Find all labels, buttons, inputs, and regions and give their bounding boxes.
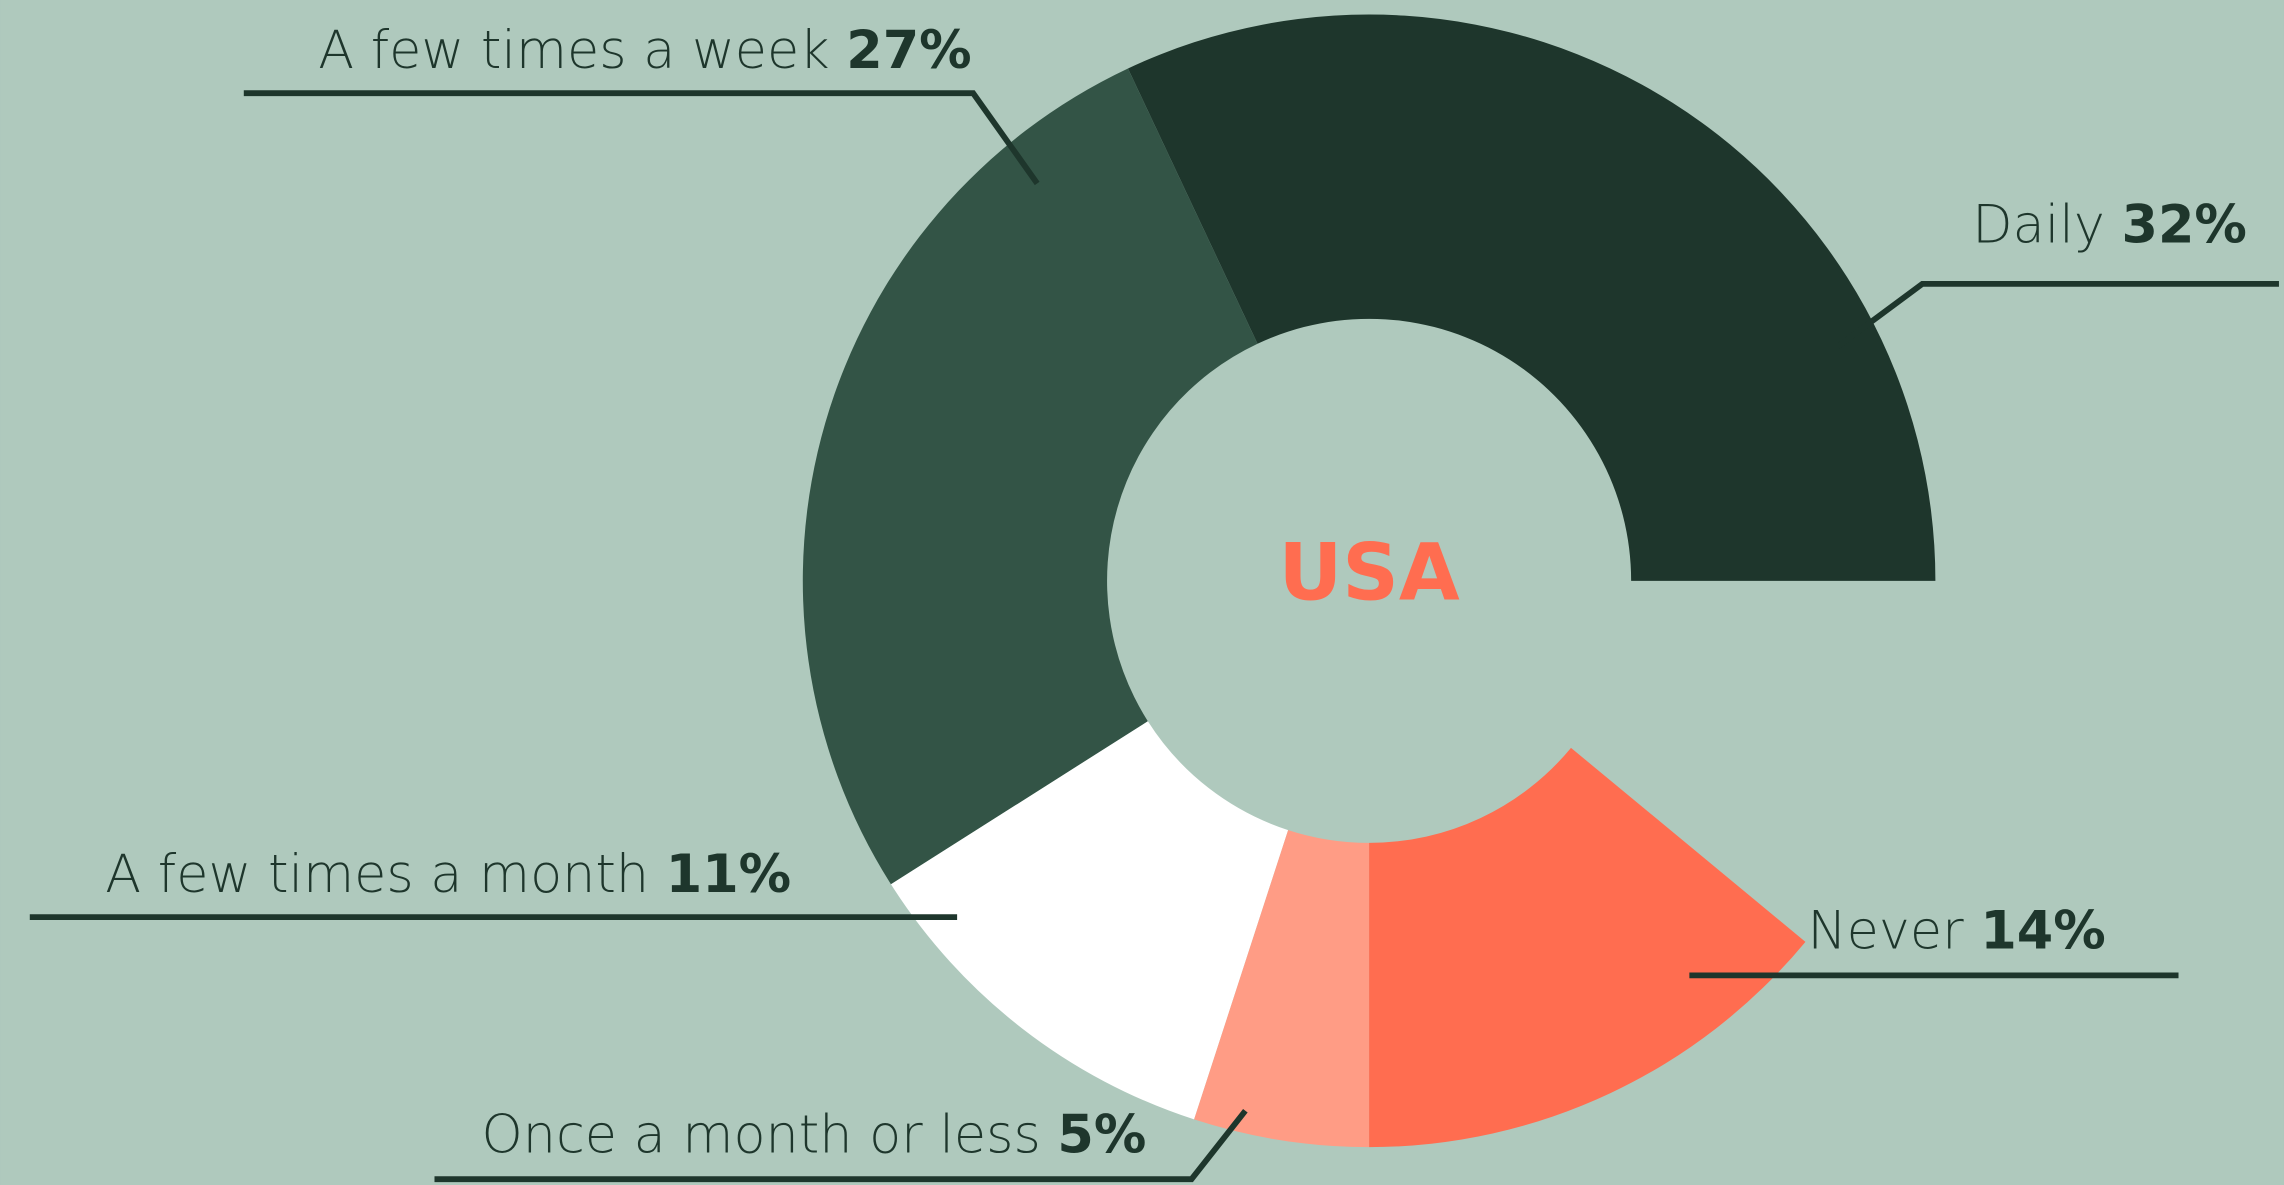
leader-line <box>1836 280 2279 349</box>
slice-label: Daily 32% <box>1972 195 2247 256</box>
category-label: Once a month or less <box>482 1104 1041 1165</box>
slice-label: Never 14% <box>1807 901 2105 962</box>
category-label: A few times a week <box>318 20 829 81</box>
leader-line <box>434 1108 1248 1183</box>
value-label: 5% <box>1057 1104 1146 1165</box>
leader-line <box>243 90 1040 186</box>
slice <box>890 721 1289 1120</box>
category-label: Never <box>1807 901 1964 962</box>
category-label: A few times a month <box>105 844 649 905</box>
slice <box>1127 14 1936 581</box>
center-label: USA <box>1278 526 1459 618</box>
slices <box>802 14 1936 1148</box>
value-label: 14% <box>1980 901 2105 962</box>
slice <box>1369 747 1806 1148</box>
slice-label: A few times a week 27% <box>318 20 971 81</box>
category-label: Daily <box>1972 195 2105 256</box>
slice-label: A few times a month 11% <box>105 844 791 905</box>
value-label: 32% <box>2122 195 2247 256</box>
value-label: 27% <box>846 20 971 81</box>
slice <box>1194 830 1370 1148</box>
value-label: 11% <box>666 844 791 905</box>
slice-label: Once a month or less 5% <box>482 1104 1147 1165</box>
slice <box>802 68 1258 885</box>
